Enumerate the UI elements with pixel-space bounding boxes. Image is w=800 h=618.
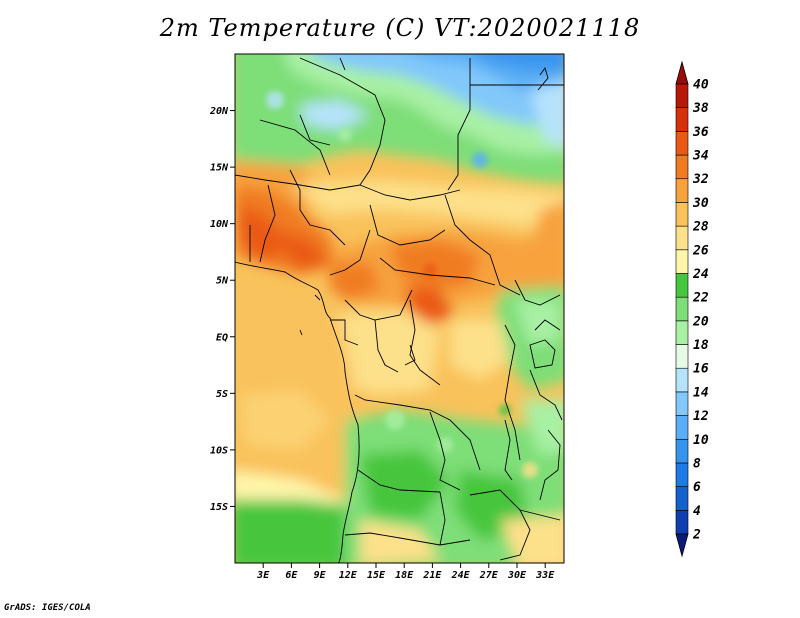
colorbar-label: 8 [693, 456, 701, 471]
colorbar-label: 22 [692, 291, 709, 306]
x-tick-label: 15E [367, 570, 386, 581]
colorbar-label: 30 [692, 196, 709, 211]
colorbar-swatch [675, 225, 689, 251]
colorbar-extend-min [675, 533, 689, 558]
grads-credit: GrADS: IGES/COLA [4, 603, 91, 613]
colorbar-swatch [675, 438, 689, 464]
colorbar-swatch [675, 178, 689, 203]
x-tick-label: 9E [314, 570, 327, 581]
colorbar-swatch [675, 83, 689, 108]
map-title: 2m Temperature (C) VT:2020021118 [159, 14, 641, 42]
x-tick-label: 24E [451, 570, 471, 581]
colorbar-swatch [675, 154, 689, 180]
colorbar-swatch [675, 107, 689, 132]
x-tick-label: 12E [339, 570, 358, 581]
colorbar-swatch [675, 391, 689, 416]
x-tick-label: 3E [256, 570, 270, 581]
y-tick-label: 15N [210, 163, 229, 174]
temperature-field [235, 54, 564, 563]
colorbar-label: 2 [692, 528, 701, 543]
y-tick-label: EQ [216, 332, 228, 343]
colorbar-label: 12 [693, 409, 709, 424]
colorbar-label: 16 [693, 362, 709, 377]
x-tick-label: 27E [479, 570, 499, 581]
y-axis-ticks: 20N 15N 10N 5N EQ 5S 10S 15S [209, 106, 235, 513]
colorbar-swatch [675, 367, 689, 393]
colorbar-swatch [675, 273, 689, 298]
colorbar-label: 32 [692, 172, 709, 187]
y-tick-label: 20N [209, 106, 229, 117]
colorbar-label: 34 [692, 149, 709, 164]
colorbar-swatch [675, 320, 689, 345]
x-tick-label: 33E [535, 570, 555, 581]
plot-frame [234, 53, 565, 564]
y-tick-label: 5S [216, 389, 228, 400]
colorbar-label: 18 [693, 338, 709, 353]
colorbar-swatch [675, 202, 689, 227]
x-tick-label: 18E [395, 570, 414, 581]
colorbar-label: 10 [693, 433, 709, 448]
colorbar-swatch [675, 510, 689, 535]
colorbar-label: 26 [692, 243, 709, 258]
colorbar-swatch [675, 296, 689, 322]
x-axis-ticks: 3E 6E 9E 12E 15E 18E 21E 24E 27E 30E 33E [256, 563, 555, 581]
colorbar-label: 20 [692, 314, 709, 329]
y-tick-label: 5N [216, 276, 229, 287]
x-tick-label: 30E [507, 570, 527, 581]
colorbar-swatch [675, 344, 689, 369]
y-tick-label: 15S [210, 502, 228, 513]
colorbar-swatch [675, 249, 689, 274]
colorbar-label: 28 [692, 220, 709, 235]
x-tick-label: 6E [285, 570, 298, 581]
colorbar-label: 38 [692, 101, 709, 116]
colorbar-label: 14 [693, 385, 709, 400]
colorbar-extend-max [675, 60, 689, 85]
colorbar: 40 38 36 34 32 30 28 26 24 22 20 18 16 14 12 10 8 6 4 2 [675, 60, 709, 558]
colorbar-label: 6 [693, 480, 701, 495]
colorbar-label: 40 [693, 78, 709, 93]
colorbar-label: 4 [693, 504, 701, 519]
colorbar-swatch [675, 415, 689, 440]
colorbar-swatch [675, 462, 689, 487]
colorbar-swatch [675, 486, 689, 511]
map-borders [235, 57, 564, 563]
y-tick-label: 10S [210, 445, 228, 456]
colorbar-label: 36 [692, 125, 709, 140]
colorbar-label: 24 [692, 267, 709, 282]
x-tick-label: 21E [422, 570, 442, 581]
y-tick-label: 10N [210, 219, 229, 230]
colorbar-swatch [675, 131, 689, 156]
